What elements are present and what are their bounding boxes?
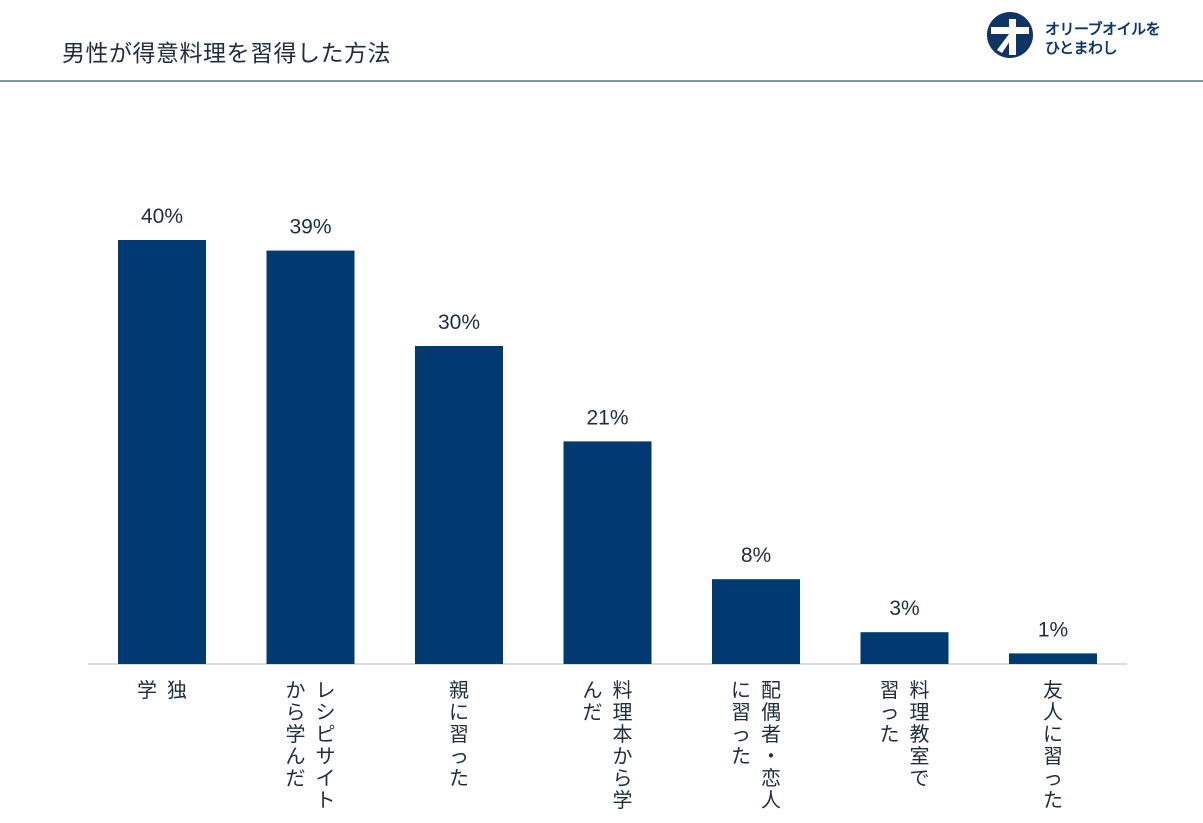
category-label-char: に	[731, 680, 751, 702]
category-label-char: 学	[286, 723, 306, 746]
category-label-char: 学	[137, 679, 157, 702]
category-label-char: だ	[583, 702, 603, 724]
data-label-0: 40%	[141, 205, 183, 228]
category-label-char: に	[449, 702, 469, 724]
category-label-char: 者	[761, 723, 781, 746]
data-label-4: 8%	[741, 544, 771, 567]
category-label-char: か	[286, 680, 306, 702]
category-label-char: ピ	[316, 724, 336, 746]
olive-oil-logo-icon	[987, 12, 1033, 58]
category-label-char: た	[731, 746, 751, 768]
category-label-char: っ	[449, 746, 469, 768]
category-label-char: で	[910, 768, 930, 790]
category-label-char: 親	[449, 679, 469, 702]
category-label-char: 習	[449, 724, 469, 746]
bar-0	[118, 240, 206, 664]
category-label-char: 室	[910, 745, 930, 768]
category-label-char: に	[1043, 724, 1063, 746]
bar-2	[415, 346, 503, 664]
data-label-1: 39%	[289, 216, 331, 239]
category-label-char: 理	[613, 702, 633, 724]
category-label-char: サ	[316, 746, 336, 768]
category-label-char: 恋	[761, 767, 781, 790]
category-label-char: 習	[1043, 746, 1063, 768]
data-label-6: 1%	[1038, 618, 1068, 641]
category-label-0: 独学	[137, 679, 187, 702]
category-label-char: 独	[167, 679, 187, 702]
category-label-char: た	[880, 724, 900, 746]
category-label-char: 友	[1043, 679, 1063, 702]
header-rule	[0, 80, 1203, 82]
category-label-char: 本	[613, 723, 633, 746]
category-label-char: 人	[1043, 701, 1063, 724]
category-label-char: た	[449, 768, 469, 790]
category-label-char: ん	[286, 746, 306, 768]
category-label-char: 偶	[761, 701, 781, 724]
logo-text-line2: ひとまわし	[1045, 39, 1118, 57]
category-label-char: イ	[316, 768, 336, 790]
category-label-char: ん	[583, 680, 603, 702]
category-label-char: 料	[613, 679, 633, 702]
category-label-char: 理	[910, 702, 930, 724]
category-label-char: か	[613, 746, 633, 768]
category-label-char: だ	[286, 768, 306, 790]
data-label-2: 30%	[438, 311, 480, 334]
category-label-char: 教	[910, 723, 930, 746]
category-label-char: 学	[613, 789, 633, 812]
category-label-char: 配	[761, 680, 781, 702]
category-label-char: ら	[613, 768, 633, 790]
category-label-char: 習	[880, 680, 900, 702]
category-label-char: シ	[316, 702, 336, 724]
bar-4	[712, 579, 800, 664]
category-label-char: た	[1043, 790, 1063, 812]
data-label-5: 3%	[889, 597, 919, 620]
bar-3	[563, 441, 652, 664]
category-label-char: 習	[731, 702, 751, 724]
logo-text-line1: オリーブオイルを	[1045, 20, 1161, 38]
category-label-char: ト	[316, 790, 336, 812]
category-label-char: っ	[731, 724, 751, 746]
bar-6	[1009, 653, 1097, 664]
category-label-char: っ	[880, 702, 900, 724]
bar-1	[266, 250, 355, 664]
category-label-char: ら	[286, 702, 306, 724]
category-label-char: ・	[761, 746, 781, 768]
category-label-char: 料	[910, 679, 930, 702]
category-label-char: レ	[316, 680, 336, 702]
page-title: 男性が得意料理を習得した方法	[62, 41, 391, 67]
data-label-3: 21%	[586, 406, 628, 429]
bar-5	[860, 632, 949, 664]
brand-logo[interactable]: オリーブオイルを ひとまわし	[985, 10, 1195, 60]
category-label-char: っ	[1043, 768, 1063, 790]
category-label-char: 人	[761, 789, 781, 812]
